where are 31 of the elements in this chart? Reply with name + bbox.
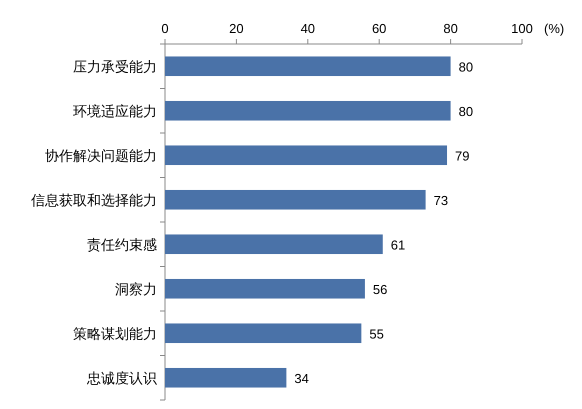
bar — [165, 190, 426, 210]
x-tick-label: 40 — [300, 21, 316, 36]
data-label: 73 — [434, 192, 448, 208]
bar — [165, 145, 448, 166]
bar — [165, 368, 286, 388]
bar — [165, 56, 451, 76]
data-label: 80 — [458, 59, 474, 74]
bar — [165, 100, 451, 121]
bar — [165, 323, 362, 344]
y-tick-label: 忠诚度认识 — [86, 370, 157, 386]
y-tick-label: 洞察力 — [115, 280, 157, 297]
x-tick-label: 60 — [372, 21, 386, 36]
data-label: 56 — [372, 282, 388, 297]
data-label: 34 — [294, 370, 309, 386]
data-label: 80 — [458, 104, 474, 119]
x-tick-label: 0 — [161, 21, 169, 36]
y-tick-label: 压力承受能力 — [73, 58, 157, 74]
bar — [165, 278, 365, 299]
x-tick-label: 100 — [511, 21, 533, 36]
data-label: 55 — [369, 326, 384, 342]
y-tick-label: 责任约束感 — [87, 236, 157, 252]
data-label: 79 — [455, 148, 470, 164]
x-axis-title: (%) — [544, 21, 564, 36]
bar — [165, 234, 383, 254]
y-tick-label: 协作解决问题能力 — [45, 147, 157, 164]
x-tick-label: 20 — [229, 21, 244, 36]
y-tick-label: 环境适应能力 — [73, 102, 157, 119]
x-tick-label: 80 — [443, 21, 458, 36]
data-label: 61 — [390, 237, 406, 252]
y-tick-label: 信息获取和选择能力 — [31, 192, 157, 208]
y-tick-label: 策略谋划能力 — [73, 325, 157, 342]
